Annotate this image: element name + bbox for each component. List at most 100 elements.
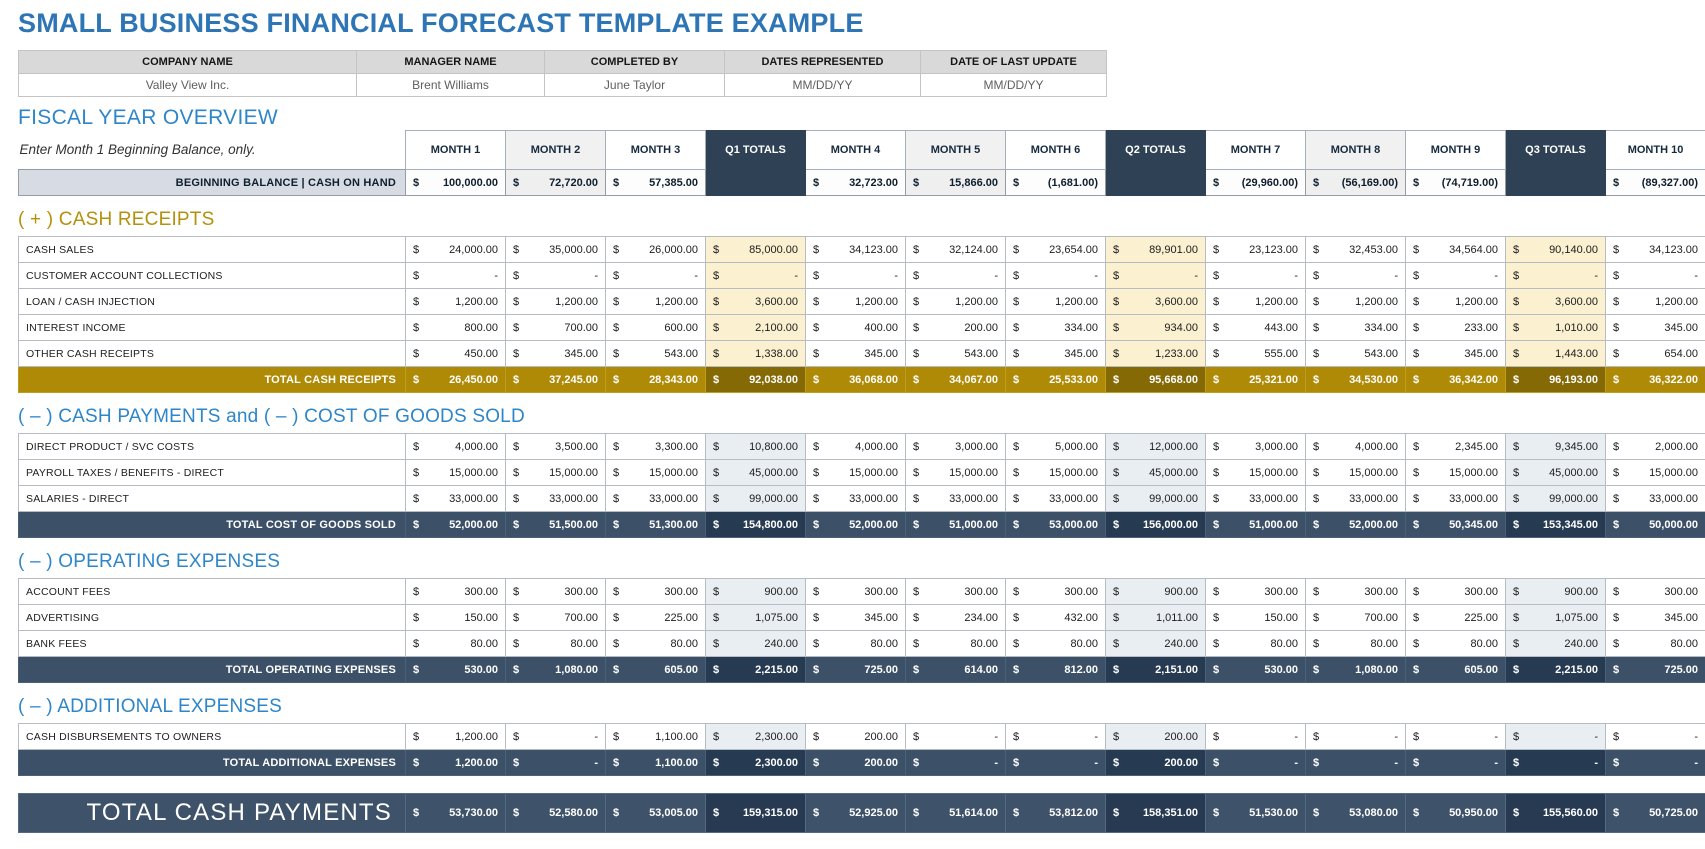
value-cell[interactable]: $2,100.00 [705,314,806,341]
completed-by-cell[interactable]: June Taylor [544,73,725,97]
value-cell[interactable]: $80.00 [1605,630,1705,657]
value-cell[interactable]: $159,315.00 [705,793,806,833]
value-cell[interactable]: $45,000.00 [1105,459,1206,486]
value-cell[interactable]: $52,925.00 [805,793,906,833]
value-cell[interactable]: $1,080.00 [505,656,606,683]
value-cell[interactable]: $1,010.00 [1505,314,1606,341]
value-cell[interactable]: $600.00 [605,314,706,341]
value-cell[interactable]: $725.00 [1605,656,1705,683]
value-cell[interactable]: $50,000.00 [1605,511,1705,538]
value-cell[interactable]: $605.00 [605,656,706,683]
value-cell[interactable]: $ (74,719.00) [1405,169,1506,196]
value-cell[interactable]: $32,453.00 [1305,236,1406,263]
value-cell[interactable]: $1,200.00 [505,288,606,315]
value-cell[interactable]: $555.00 [1205,340,1306,367]
value-cell[interactable]: $ - [1605,262,1705,289]
value-cell[interactable]: $450.00 [405,340,506,367]
value-cell[interactable]: $2,345.00 [1405,433,1506,460]
value-cell[interactable]: $1,200.00 [1605,288,1705,315]
value-cell[interactable]: $34,123.00 [1605,236,1705,263]
value-cell[interactable]: $99,000.00 [1105,485,1206,512]
value-cell[interactable]: $1,338.00 [705,340,806,367]
value-cell[interactable]: $51,530.00 [1205,793,1306,833]
value-cell[interactable]: $543.00 [905,340,1006,367]
value-cell[interactable]: $ - [905,262,1006,289]
value-cell[interactable]: $233.00 [1405,314,1506,341]
value-cell[interactable]: $ - [1205,749,1306,776]
value-cell[interactable]: $200.00 [905,314,1006,341]
value-cell[interactable]: $36,322.00 [1605,366,1705,393]
value-cell[interactable]: $345.00 [1605,314,1705,341]
value-cell[interactable]: $80.00 [505,630,606,657]
value-cell[interactable]: $156,000.00 [1105,511,1206,538]
value-cell[interactable]: $ - [505,749,606,776]
value-cell[interactable]: $80.00 [905,630,1006,657]
value-cell[interactable]: $ - [1505,749,1606,776]
value-cell[interactable] [1105,169,1206,196]
value-cell[interactable]: $80.00 [1305,630,1406,657]
value-cell[interactable]: $53,812.00 [1005,793,1106,833]
value-cell[interactable]: $900.00 [1505,578,1606,605]
value-cell[interactable]: $80.00 [805,630,906,657]
value-cell[interactable]: $345.00 [805,340,906,367]
value-cell[interactable]: $300.00 [1205,578,1306,605]
value-cell[interactable]: $33,000.00 [405,485,506,512]
value-cell[interactable]: $1,100.00 [605,723,706,750]
value-cell[interactable]: $52,580.00 [505,793,606,833]
value-cell[interactable]: $543.00 [1305,340,1406,367]
value-cell[interactable]: $ - [505,723,606,750]
value-cell[interactable]: $23,123.00 [1205,236,1306,263]
value-cell[interactable]: $2,151.00 [1105,656,1206,683]
value-cell[interactable]: $ - [1205,723,1306,750]
value-cell[interactable]: $300.00 [905,578,1006,605]
value-cell[interactable]: $654.00 [1605,340,1705,367]
value-cell[interactable]: $45,000.00 [705,459,806,486]
value-cell[interactable]: $543.00 [605,340,706,367]
value-cell[interactable]: $51,614.00 [905,793,1006,833]
value-cell[interactable]: $345.00 [1405,340,1506,367]
value-cell[interactable]: $2,000.00 [1605,433,1705,460]
value-cell[interactable]: $800.00 [405,314,506,341]
value-cell[interactable]: $45,000.00 [1505,459,1606,486]
value-cell[interactable]: $12,000.00 [1105,433,1206,460]
value-cell[interactable]: $52,000.00 [805,511,906,538]
value-cell[interactable]: $300.00 [1005,578,1106,605]
value-cell[interactable]: $10,800.00 [705,433,806,460]
value-cell[interactable]: $ - [1305,723,1406,750]
value-cell[interactable]: $1,075.00 [1505,604,1606,631]
value-cell[interactable]: $240.00 [1505,630,1606,657]
value-cell[interactable]: $225.00 [605,604,706,631]
value-cell[interactable]: $ - [1005,749,1106,776]
value-cell[interactable]: $ - [1105,262,1206,289]
value-cell[interactable]: $334.00 [1305,314,1406,341]
value-cell[interactable]: $700.00 [1305,604,1406,631]
value-cell[interactable]: $1,200.00 [1005,288,1106,315]
value-cell[interactable]: $15,000.00 [905,459,1006,486]
value-cell[interactable]: $ (89,327.00) [1605,169,1705,196]
value-cell[interactable]: $53,000.00 [1005,511,1106,538]
value-cell[interactable]: $15,866.00 [905,169,1006,196]
value-cell[interactable]: $ - [405,262,506,289]
value-cell[interactable]: $3,600.00 [705,288,806,315]
value-cell[interactable]: $15,000.00 [605,459,706,486]
value-cell[interactable]: $50,725.00 [1605,793,1705,833]
value-cell[interactable]: $200.00 [1105,749,1206,776]
value-cell[interactable] [705,169,806,196]
value-cell[interactable]: $345.00 [505,340,606,367]
value-cell[interactable]: $3,000.00 [1205,433,1306,460]
value-cell[interactable]: $24,000.00 [405,236,506,263]
value-cell[interactable]: $300.00 [505,578,606,605]
value-cell[interactable]: $812.00 [1005,656,1106,683]
value-cell[interactable]: $15,000.00 [1205,459,1306,486]
value-cell[interactable]: $34,530.00 [1305,366,1406,393]
value-cell[interactable]: $ - [1305,749,1406,776]
value-cell[interactable]: $1,200.00 [1205,288,1306,315]
value-cell[interactable] [1505,169,1606,196]
value-cell[interactable]: $300.00 [605,578,706,605]
value-cell[interactable]: $99,000.00 [1505,485,1606,512]
value-cell[interactable]: $1,200.00 [805,288,906,315]
value-cell[interactable]: $ - [1405,749,1506,776]
value-cell[interactable]: $ - [1005,723,1106,750]
value-cell[interactable]: $1,233.00 [1105,340,1206,367]
value-cell[interactable]: $3,000.00 [905,433,1006,460]
